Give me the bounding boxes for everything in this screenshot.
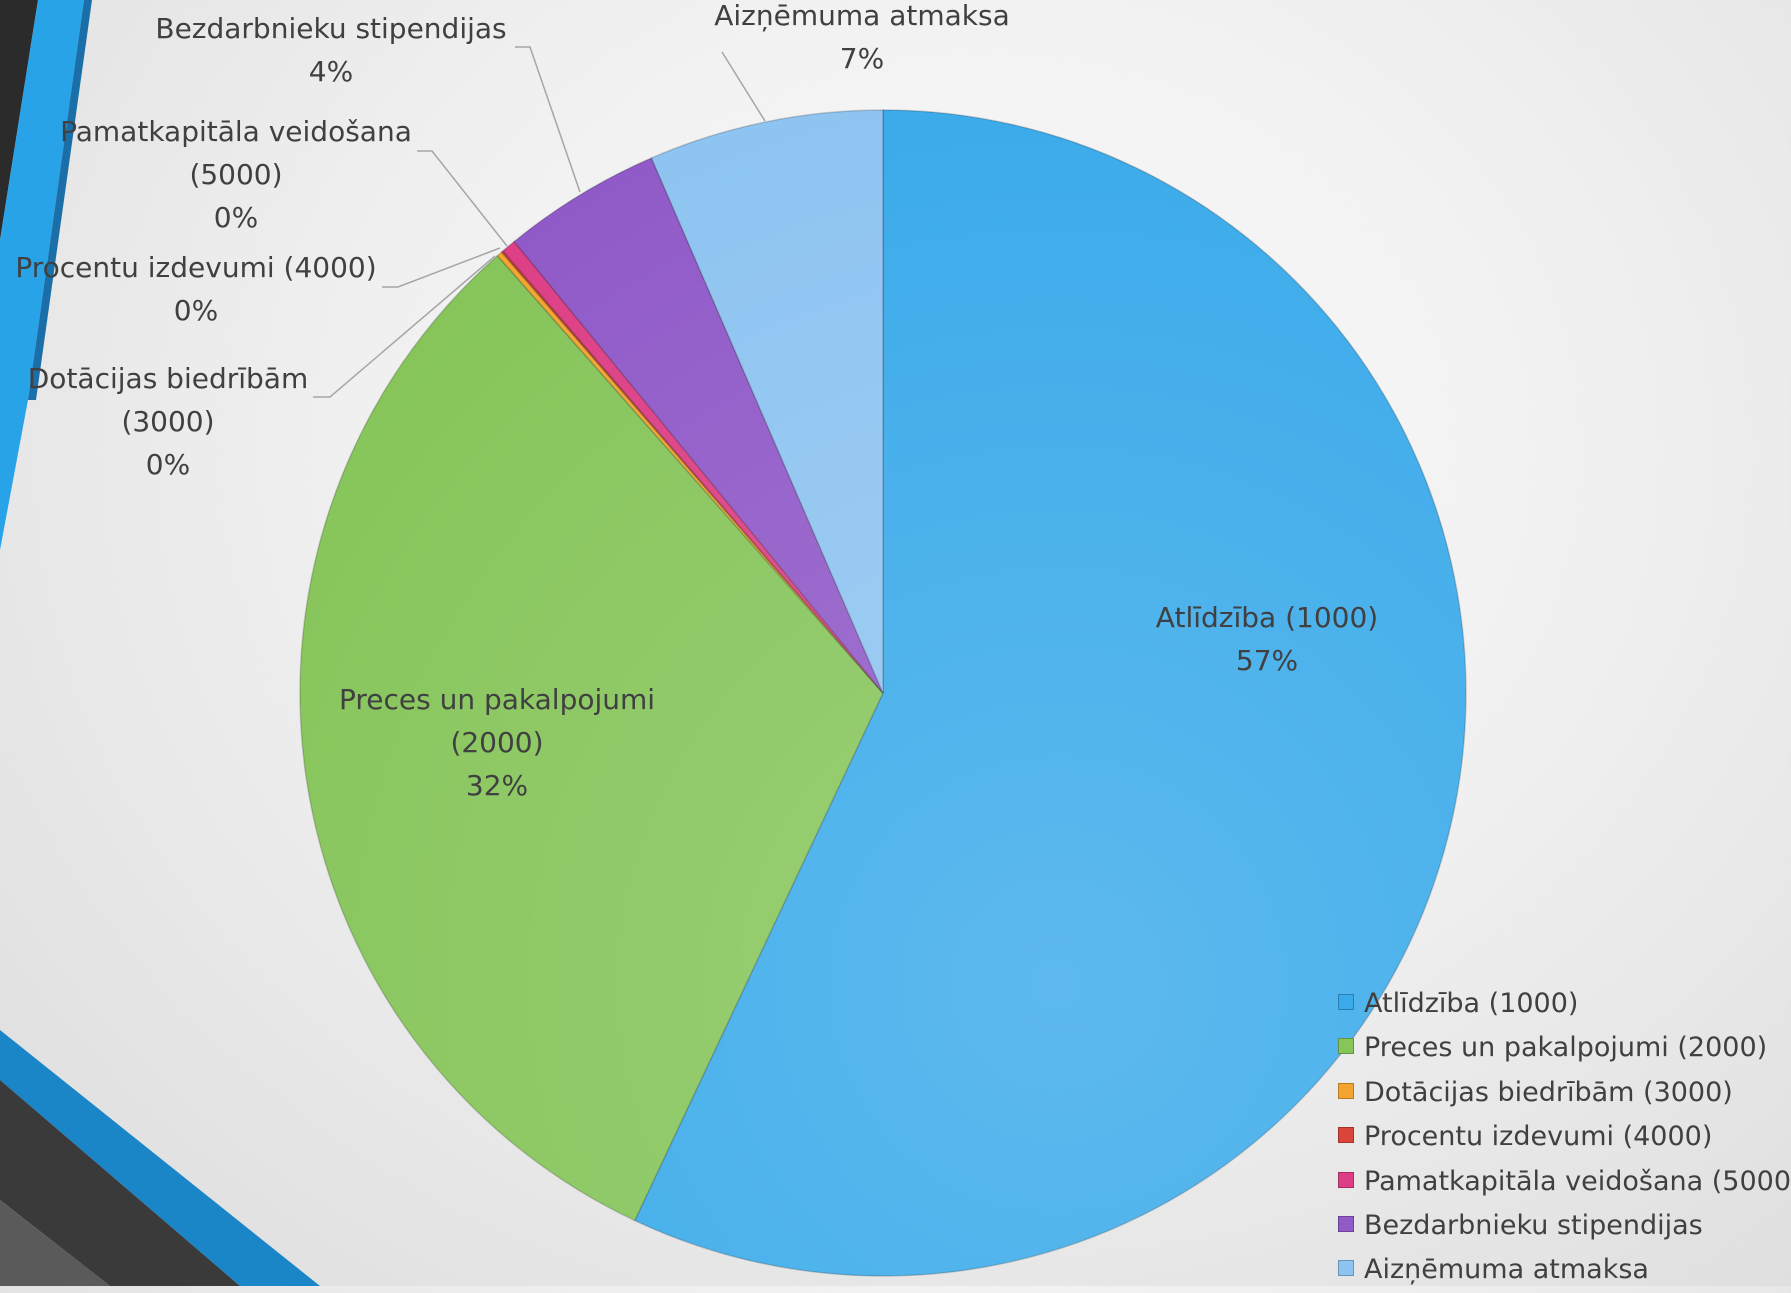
legend-label-2: Dotācijas biedrībām (3000) bbox=[1364, 1076, 1733, 1108]
leader-line-3 bbox=[382, 247, 501, 288]
legend-label-5: Bezdarbnieku stipendijas bbox=[1364, 1209, 1703, 1241]
legend-label-3: Procentu izdevumi (4000) bbox=[1364, 1121, 1713, 1153]
leader-line-5 bbox=[515, 46, 581, 193]
legend-label-4: Pamatkapitāla veidošana (5000) bbox=[1364, 1165, 1791, 1197]
data-label-1: Preces un pakalpojumi (2000) 32% bbox=[339, 683, 655, 802]
legend-label-0: Atlīdzība (1000) bbox=[1364, 988, 1579, 1019]
leader-line-4 bbox=[417, 150, 508, 247]
legend-swatch-6 bbox=[1338, 1260, 1354, 1277]
legend-label-1: Preces un pakalpojumi (2000) bbox=[1364, 1032, 1768, 1064]
data-label-4: Pamatkapitāla veidošana (5000) 0% bbox=[60, 115, 412, 234]
legend-label-6: Aizņēmuma atmaksa bbox=[1364, 1254, 1649, 1286]
legend-item-2: Dotācijas biedrībām (3000) bbox=[1338, 1071, 1791, 1115]
legend-item-1: Preces un pakalpojumi (2000) bbox=[1338, 1026, 1791, 1070]
legend-item-4: Pamatkapitāla veidošana (5000) bbox=[1338, 1160, 1791, 1204]
data-label-6: Aizņēmuma atmaksa 7% bbox=[714, 0, 1010, 75]
pie-sheen bbox=[300, 110, 1466, 1276]
data-label-2: Dotācijas biedrībām (3000) 0% bbox=[28, 362, 308, 481]
legend-item-0: Atlīdzība (1000) bbox=[1338, 982, 1791, 1026]
data-label-3: Procentu izdevumi (4000) 0% bbox=[15, 251, 376, 327]
leader-line-2 bbox=[313, 255, 496, 398]
legend-item-6: Aizņēmuma atmaksa bbox=[1338, 1248, 1791, 1292]
legend-swatch-1 bbox=[1338, 1038, 1354, 1055]
legend-swatch-5 bbox=[1338, 1215, 1354, 1232]
legend-item-5: Bezdarbnieku stipendijas bbox=[1338, 1204, 1791, 1248]
chart-legend: Atlīdzība (1000) Preces un pakalpojumi (2… bbox=[1338, 982, 1791, 1293]
legend-item-3: Procentu izdevumi (4000) bbox=[1338, 1115, 1791, 1159]
leader-line-6 bbox=[721, 51, 766, 122]
legend-swatch-3 bbox=[1338, 1127, 1354, 1144]
data-label-0: Atlīdzība (1000) 57% bbox=[1156, 601, 1378, 677]
legend-swatch-4 bbox=[1338, 1171, 1354, 1188]
data-label-5: Bezdarbnieku stipendijas 4% bbox=[155, 12, 506, 88]
legend-swatch-2 bbox=[1338, 1082, 1354, 1099]
legend-swatch-0 bbox=[1338, 994, 1354, 1010]
